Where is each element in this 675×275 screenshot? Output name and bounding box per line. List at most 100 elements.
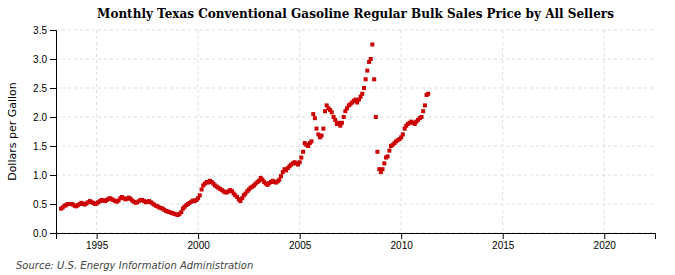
point xyxy=(309,139,313,143)
point xyxy=(369,57,373,61)
tick-label: 2005 xyxy=(289,240,312,251)
grid xyxy=(56,30,655,233)
point xyxy=(382,161,386,165)
point xyxy=(372,77,376,81)
y-axis: 0.0 0.5 1.0 1.5 2.0 2.5 3.0 3.5 xyxy=(33,25,56,239)
grid-line-y xyxy=(56,146,655,147)
tick-mark xyxy=(198,233,199,239)
points xyxy=(59,43,430,218)
point xyxy=(426,92,430,96)
grid-line-y xyxy=(56,88,655,89)
x-axis: 1995 2000 2005 2010 2015 2020 xyxy=(57,233,656,251)
tick: 2020 xyxy=(594,233,617,251)
point xyxy=(374,115,378,119)
point xyxy=(421,109,425,113)
tick-label: 3.0 xyxy=(33,54,47,65)
chart-svg: 1995 2000 2005 2010 2015 2020 0.0 0.5 1.0 1.5 2.0 2… xyxy=(0,0,675,275)
point xyxy=(342,115,346,119)
tick: 2010 xyxy=(391,233,414,251)
point xyxy=(340,121,344,125)
point xyxy=(277,178,281,182)
source-note: Source: U.S. Energy Information Administ… xyxy=(16,260,253,271)
tick-label: 0.5 xyxy=(33,199,47,210)
tick-label: 1.5 xyxy=(33,141,47,152)
tick-label: 2015 xyxy=(492,240,515,251)
tick-mark xyxy=(97,233,98,239)
point xyxy=(387,149,391,153)
point xyxy=(200,188,204,192)
point xyxy=(179,210,183,214)
point xyxy=(333,118,337,122)
grid-line-x xyxy=(198,30,199,233)
point xyxy=(323,109,327,113)
tick: 1995 xyxy=(86,233,109,251)
tick-mark xyxy=(50,88,56,89)
tick-mark xyxy=(300,233,301,239)
tick: 1.0 xyxy=(33,170,56,181)
grid-line-x xyxy=(299,30,300,233)
point xyxy=(320,134,324,138)
point xyxy=(419,115,423,119)
tick-mark xyxy=(50,233,56,234)
point xyxy=(375,150,379,154)
tick-mark xyxy=(50,59,56,60)
tick: 2.0 xyxy=(33,112,56,123)
tick: 3.5 xyxy=(33,25,56,36)
point xyxy=(279,174,283,178)
tick: 2.5 xyxy=(33,83,56,94)
tick-mark xyxy=(50,146,56,147)
tick: 2015 xyxy=(492,233,515,251)
point xyxy=(370,43,374,47)
point xyxy=(298,160,302,164)
tick: 1.5 xyxy=(33,141,56,152)
point xyxy=(321,127,325,131)
tick-mark xyxy=(50,117,56,118)
grid-line-y xyxy=(56,117,655,118)
tick-mark xyxy=(50,204,56,205)
point xyxy=(364,77,368,81)
point xyxy=(315,127,319,131)
tick: 3.0 xyxy=(33,54,56,65)
point xyxy=(401,132,405,136)
grid-line-x xyxy=(502,30,503,233)
point xyxy=(362,86,366,90)
tick-label: 2000 xyxy=(188,240,211,251)
point xyxy=(386,154,390,158)
grid-line-y xyxy=(56,30,655,31)
point xyxy=(360,92,364,96)
tick-mark xyxy=(503,233,504,239)
tick-label: 0.0 xyxy=(33,228,47,239)
point xyxy=(423,103,427,107)
tick-mark xyxy=(401,233,402,239)
tick: 2005 xyxy=(289,233,312,251)
tick-mark xyxy=(50,175,56,176)
tick-label: 3.5 xyxy=(33,25,47,36)
grid-line-x xyxy=(604,30,605,233)
tick-label: 2010 xyxy=(391,240,414,251)
tick-label: 2.0 xyxy=(33,112,47,123)
tick-label: 2.5 xyxy=(33,83,47,94)
tick: 0.5 xyxy=(33,199,56,210)
point xyxy=(301,150,305,154)
tick-label: 1.0 xyxy=(33,170,47,181)
tick-mark xyxy=(604,233,605,239)
grid-line-y xyxy=(56,59,655,60)
point xyxy=(198,193,202,197)
tick: 0.0 xyxy=(33,228,56,239)
point xyxy=(311,112,315,116)
y-axis-line xyxy=(50,31,57,234)
point xyxy=(299,156,303,160)
x-axis-line xyxy=(57,234,656,240)
plot-area: 1995 2000 2005 2010 2015 2020 0.0 0.5 1.0 1.5 2.0 2… xyxy=(33,25,655,251)
title: Monthly Texas Conventional Gasoline Regu… xyxy=(97,7,614,21)
point xyxy=(365,69,369,73)
point xyxy=(381,167,385,171)
tick-label: 2020 xyxy=(594,240,617,251)
grid-line-y xyxy=(56,175,655,176)
tick: 2000 xyxy=(188,233,211,251)
point xyxy=(330,110,334,114)
y-axis-label: Dollars per Gallon xyxy=(6,82,19,181)
tick-label: 1995 xyxy=(86,240,109,251)
grid-line-x xyxy=(401,30,402,233)
point xyxy=(313,116,317,120)
